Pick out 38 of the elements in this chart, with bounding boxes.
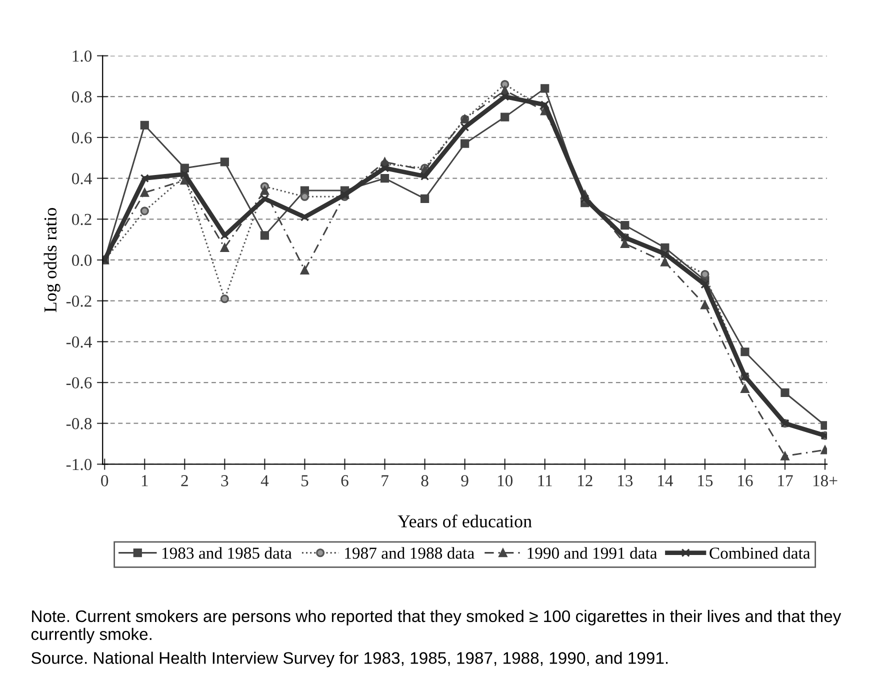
y-tick-label: -0.2	[66, 296, 92, 307]
x-tick-label: 7	[382, 475, 388, 486]
text: Note. Current smokers are persons who reported that they smoked ≥ 100 cigarettes in their lives and that they currently smoke.	[31, 610, 842, 644]
x-tick-label: 0	[101, 475, 108, 486]
y-tick-label: 0.8	[72, 91, 92, 103]
x-tick-label: 13	[618, 475, 633, 486]
y-tick-label: 0.2	[72, 214, 92, 226]
x-tick-label: 15	[698, 475, 713, 486]
legend-label: Combined data	[710, 547, 810, 559]
x-tick-label: 11	[538, 475, 552, 486]
y-tick-label: -0.6	[66, 377, 92, 389]
y-tick-label: -0.8	[66, 418, 92, 430]
y-tick-label: 0.0	[72, 254, 92, 266]
legend-label: 1987 and 1988 data	[345, 547, 474, 559]
x-tick-label: 14	[658, 475, 673, 486]
y-tick-label: -1.0	[66, 458, 92, 470]
x-tick-label: 12	[578, 475, 592, 486]
legend-label: 1983 and 1985 data	[162, 547, 292, 559]
y-tick-label: 1.0	[72, 50, 92, 62]
y-tick-label: 0.6	[72, 132, 92, 144]
x-tick-label: 5	[302, 475, 308, 486]
source-note: Source. National Health Interview Survey for 1983, 1985, 1987, 1988, 1990, and 1991.	[31, 652, 668, 668]
legend-label: 1990 and 1991 data	[528, 547, 658, 559]
x-tick-label: 16	[738, 475, 753, 486]
x-axis-title: Years of education	[398, 514, 532, 528]
x-tick-label: 9	[461, 475, 468, 486]
x-tick-label: 10	[498, 475, 513, 486]
x-tick-label: 18+	[813, 475, 838, 486]
y-tick-label: 0.4	[72, 172, 92, 184]
x-tick-label: 4	[260, 475, 269, 486]
x-tick-label: 3	[221, 475, 228, 486]
x-tick-label: 1	[142, 475, 148, 486]
y-tick-label: -0.4	[66, 336, 92, 348]
x-tick-label: 17	[778, 475, 793, 486]
y-axis-title: Log odds ratio	[44, 208, 60, 312]
x-tick-label: 6	[341, 475, 348, 486]
x-tick-label: 2	[181, 475, 188, 486]
x-tick-label: 8	[421, 475, 428, 486]
